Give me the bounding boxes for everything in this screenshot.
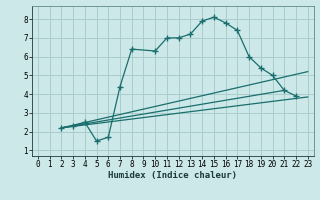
X-axis label: Humidex (Indice chaleur): Humidex (Indice chaleur) <box>108 171 237 180</box>
